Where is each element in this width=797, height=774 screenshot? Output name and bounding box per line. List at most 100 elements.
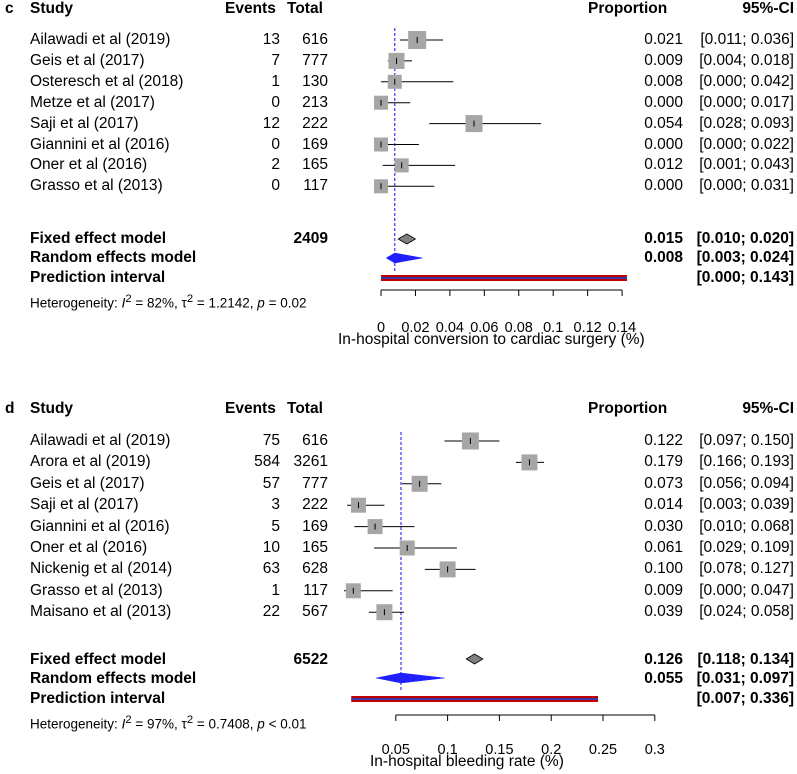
study-name: Saji et al (2017) [30,496,139,513]
study-total: 213 [302,94,328,111]
study-events: 10 [262,539,280,556]
study-events: 2 [271,156,280,173]
header-total: Total [287,0,323,17]
random-prop-c: 0.008 [644,249,683,266]
study-events: 63 [262,560,280,577]
study-events: 1 [271,73,280,90]
fixed-effect-diamond-d [465,653,484,665]
study-name: Maisano et al (2013) [30,603,172,620]
x-tick-label: 0.15 [485,742,513,758]
x-tick-label: 0 [377,320,385,336]
study-proportion: 0.009 [644,52,683,69]
study-ci: [0.000; 0.047] [699,582,794,599]
study-name: Arora et al (2019) [30,453,151,470]
study-total: 222 [302,496,328,513]
prediction-label-d: Prediction interval [30,690,166,707]
study-name: Saji et al (2017) [30,115,139,132]
study-proportion: 0.014 [644,496,683,513]
study-ci: [0.056; 0.094] [699,475,794,492]
study-name: Grasso et al (2013) [30,582,163,599]
random-prop-d: 0.055 [644,670,683,687]
study-ci: [0.166; 0.193] [699,453,794,470]
study-ci: [0.000; 0.031] [699,177,794,194]
study-ci: [0.003; 0.039] [699,496,794,513]
fixed-ci-d: [0.118; 0.134] [697,651,794,668]
study-total: 169 [302,518,328,535]
study-total: 130 [302,73,328,90]
study-events: 0 [271,136,280,153]
panel-letter-c: c [5,0,14,17]
fixed-label-d: Fixed effect model [30,651,167,668]
study-name: Nickenig et al (2014) [30,560,173,577]
study-events: 7 [271,52,280,69]
study-ci: [0.001; 0.043] [699,156,794,173]
study-proportion: 0.073 [644,475,683,492]
study-name: Oner et al (2016) [30,539,148,556]
fixed-total-d: 6522 [293,651,328,668]
study-ci: [0.028; 0.093] [699,115,794,132]
header-events: Events [225,0,276,17]
random-ci-d: [0.031; 0.097] [696,670,794,687]
study-ci: [0.000; 0.022] [699,136,794,153]
x-tick-label: 0.2 [541,742,561,758]
study-ci: [0.010; 0.068] [699,518,794,535]
x-tick-label: 0.12 [574,320,602,336]
study-name: Osteresch et al (2018) [30,73,184,90]
study-name: Ailawadi et al (2019) [30,31,171,48]
x-tick-label: 0.3 [645,742,665,758]
header-ci-d: 95%-CI [742,400,794,417]
study-ci: [0.011; 0.036] [700,31,794,48]
prediction-ci-d: [0.007; 0.336] [696,690,794,707]
study-name: Oner et al (2016) [30,156,148,173]
prediction-label-c: Prediction interval [30,269,166,286]
study-events: 0 [271,177,280,194]
study-ci: [0.004; 0.018] [699,52,794,69]
x-tick-label: 0.06 [470,320,498,336]
x-tick-label: 0.14 [608,320,636,336]
study-ci: [0.097; 0.150] [699,432,794,449]
random-label-d: Random effects model [30,670,197,687]
header-proportion: Proportion [588,0,668,17]
x-tick-label: 0.04 [436,320,464,336]
random-label-c: Random effects model [30,249,197,266]
study-total: 3261 [293,453,328,470]
study-total: 222 [302,115,328,132]
study-proportion: 0.008 [644,73,683,90]
study-proportion: 0.000 [644,136,683,153]
x-tick-label: 0.25 [589,742,617,758]
random-effects-diamond-d [376,672,445,684]
study-ci: [0.078; 0.127] [699,560,794,577]
study-proportion: 0.179 [644,453,683,470]
header-total-d: Total [287,400,323,417]
study-proportion: 0.030 [644,518,683,535]
fixed-total-c: 2409 [293,230,328,247]
x-axis-label-d: In-hospital bleeding rate (%) [370,753,564,770]
study-ci: [0.000; 0.017] [699,94,794,111]
x-tick-label: 0.08 [505,320,533,336]
study-events: 75 [262,432,280,449]
study-events: 5 [271,518,280,535]
header-proportion-d: Proportion [588,400,668,417]
prediction-ci-c: [0.000; 0.143] [696,269,794,286]
fixed-prop-d: 0.126 [644,651,683,668]
header-study: Study [30,0,74,17]
fixed-ci-c: [0.010; 0.020] [696,230,794,247]
study-total: 616 [302,432,328,449]
study-name: Geis et al (2017) [30,475,145,492]
study-proportion: 0.009 [644,582,683,599]
fixed-effect-diamond-c [397,233,417,245]
heterogeneity-c: Heterogeneity: I2 = 82%, τ2 = 1.2142, p … [30,293,307,311]
study-events: 1 [271,582,280,599]
study-total: 117 [303,177,328,194]
study-ci: [0.029; 0.109] [699,539,794,556]
study-proportion: 0.000 [644,177,683,194]
heterogeneity-d: Heterogeneity: I2 = 97%, τ2 = 0.7408, p … [30,714,307,732]
study-events: 13 [262,31,280,48]
study-name: Ailawadi et al (2019) [30,432,171,449]
study-name: Giannini et al (2016) [30,136,170,153]
prediction-interval-core-c [381,277,627,279]
study-total: 117 [303,582,328,599]
fixed-label-c: Fixed effect model [30,230,167,247]
study-name: Grasso et al (2013) [30,177,163,194]
